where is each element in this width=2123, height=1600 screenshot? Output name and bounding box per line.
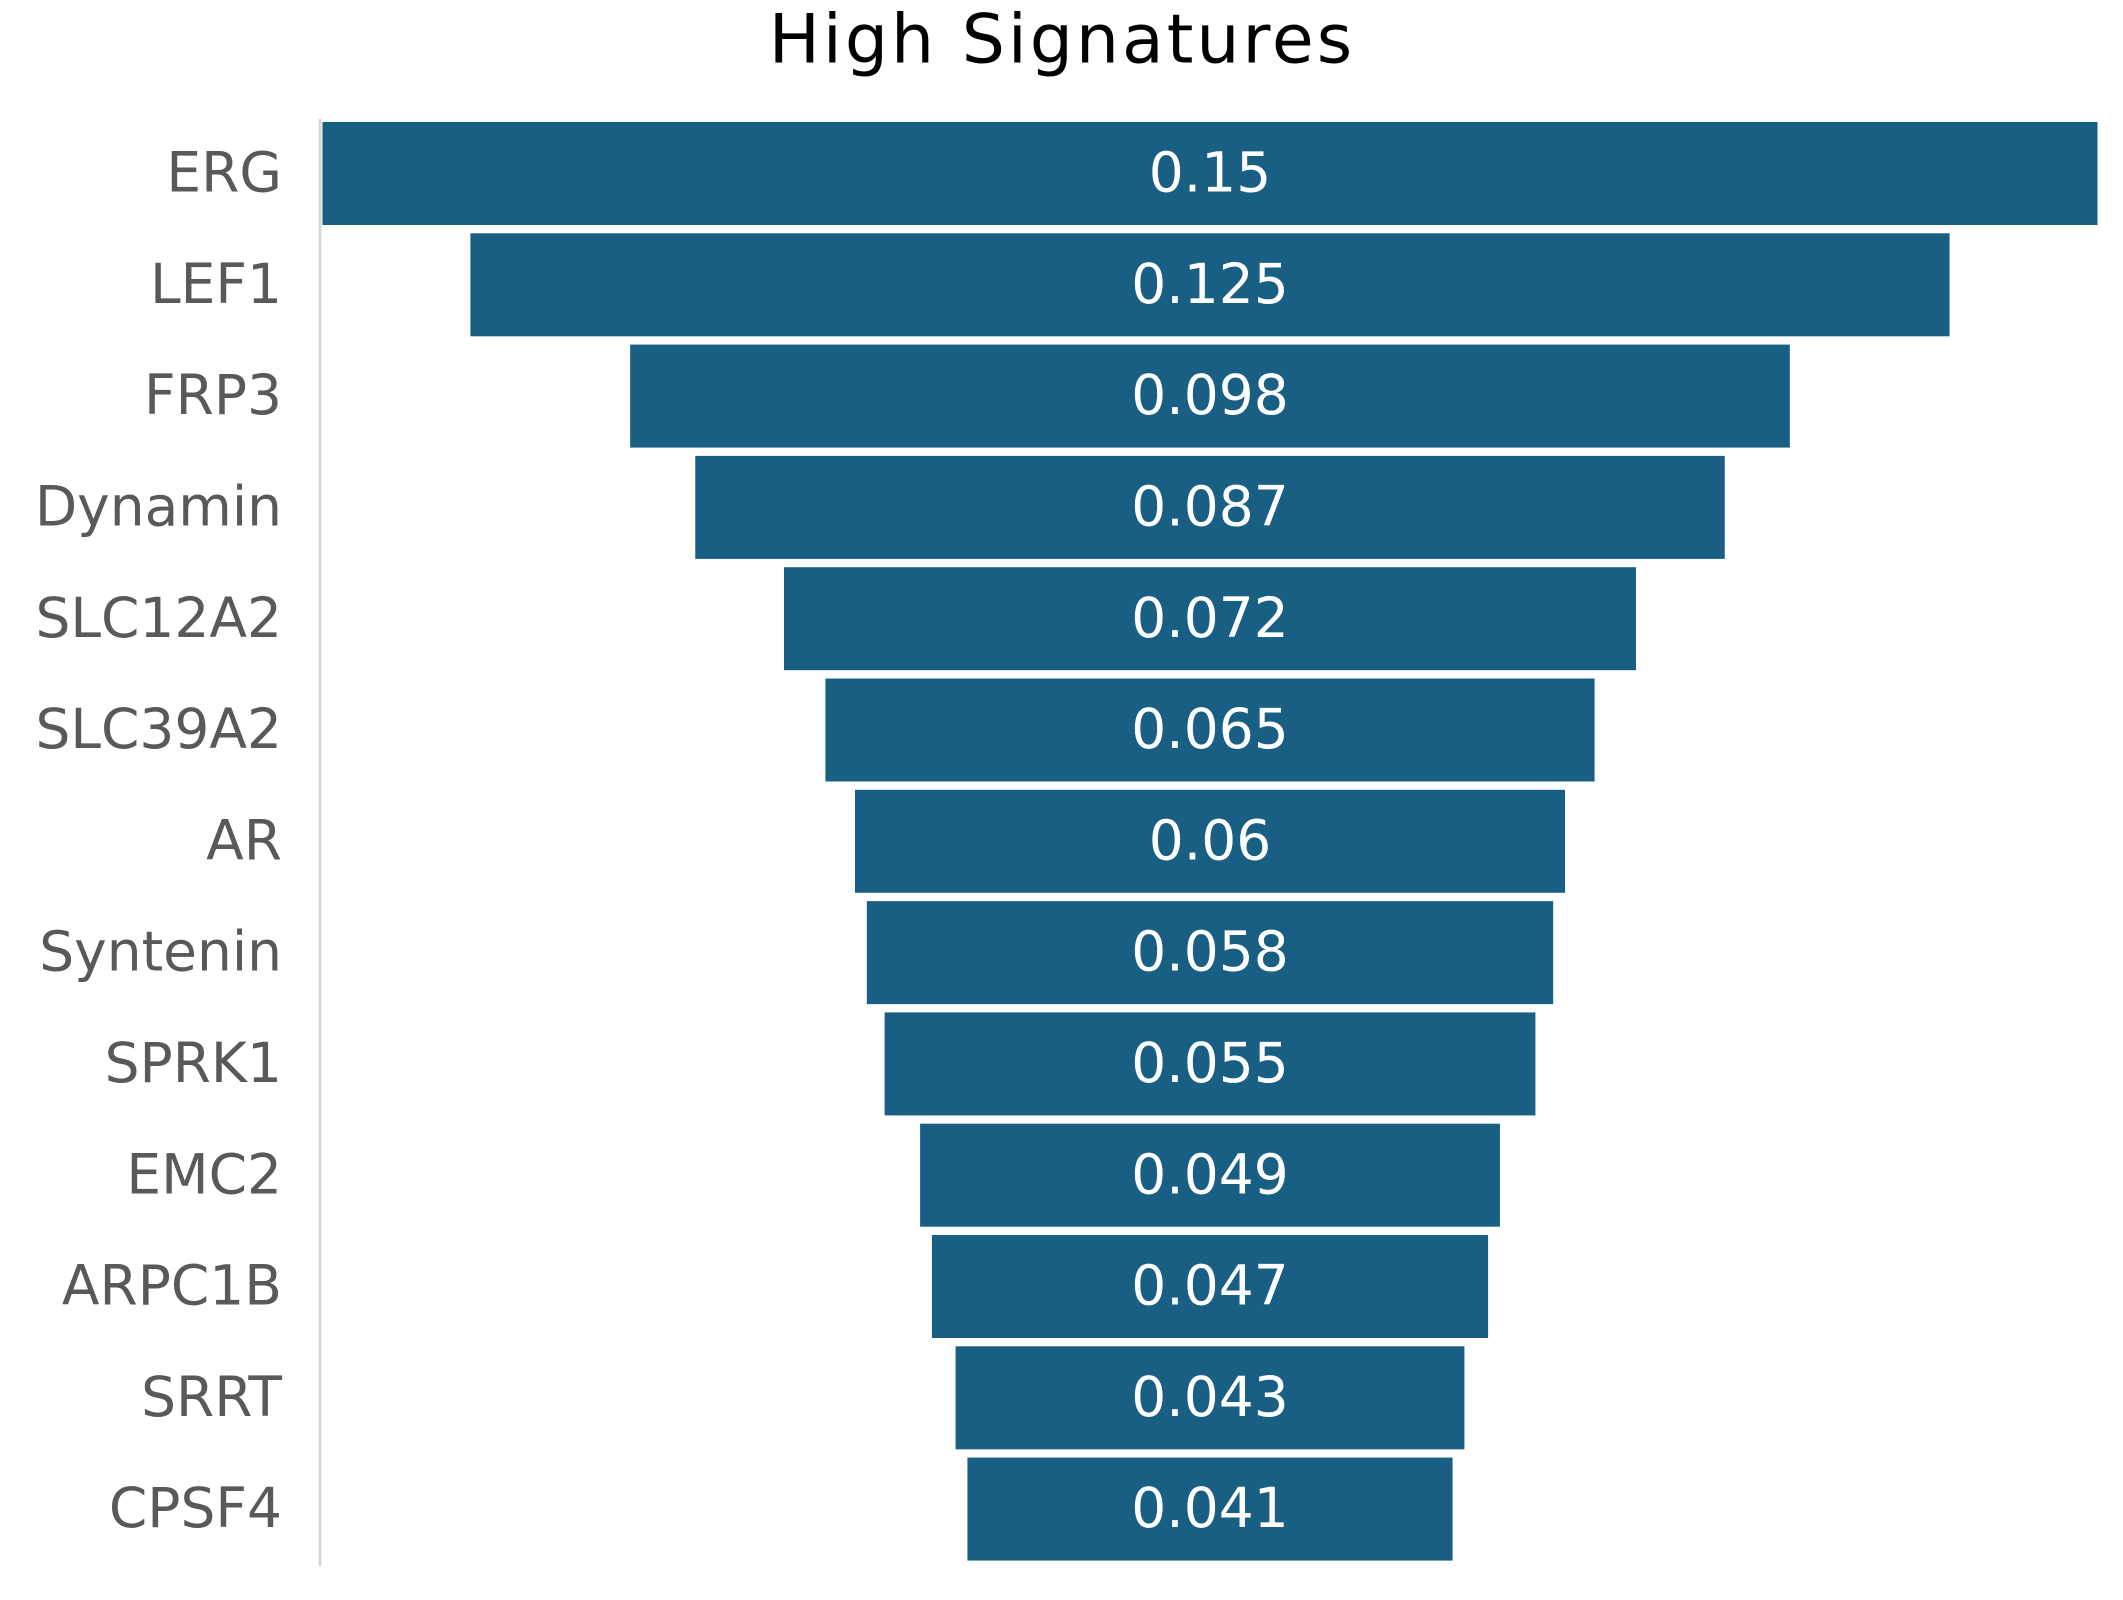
value-label: 0.072	[1131, 586, 1288, 650]
category-label: Dynamin	[35, 475, 282, 539]
category-label: Syntenin	[39, 920, 282, 984]
bar	[931, 1235, 1489, 1338]
bar	[630, 344, 1790, 448]
bar	[967, 1457, 1453, 1561]
bar	[955, 1346, 1465, 1450]
category-label: SLC12A2	[35, 586, 282, 650]
value-label: 0.065	[1131, 697, 1288, 761]
value-label: 0.047	[1131, 1254, 1288, 1318]
category-label: FRP3	[144, 363, 282, 427]
bar	[855, 789, 1565, 893]
category-label: ARPC1B	[62, 1254, 282, 1318]
bar	[322, 122, 2098, 225]
category-label: LEF1	[150, 252, 282, 316]
bar	[695, 455, 1725, 559]
category-label: CPSF4	[109, 1476, 282, 1540]
value-label: 0.041	[1131, 1476, 1288, 1540]
bar	[866, 901, 1554, 1005]
bar	[920, 1123, 1500, 1227]
value-label: 0.058	[1131, 920, 1288, 984]
bar	[470, 233, 1950, 337]
bar	[825, 678, 1595, 782]
category-label: EMC2	[126, 1142, 282, 1206]
value-label: 0.125	[1131, 252, 1288, 316]
category-label: AR	[206, 808, 282, 872]
value-label: 0.06	[1149, 808, 1271, 872]
category-label: ERG	[166, 141, 282, 205]
chart-title: High Signatures	[769, 1, 1355, 80]
value-label: 0.15	[1149, 141, 1271, 205]
bar	[884, 1012, 1536, 1116]
value-label: 0.055	[1131, 1031, 1288, 1095]
value-label: 0.087	[1131, 475, 1288, 539]
bar	[784, 567, 1636, 671]
value-label: 0.043	[1131, 1365, 1288, 1429]
value-label: 0.049	[1131, 1142, 1288, 1206]
category-label: SLC39A2	[35, 697, 282, 761]
category-label: SRRT	[141, 1365, 282, 1429]
category-label: SPRK1	[105, 1031, 282, 1095]
value-label: 0.098	[1131, 363, 1288, 427]
